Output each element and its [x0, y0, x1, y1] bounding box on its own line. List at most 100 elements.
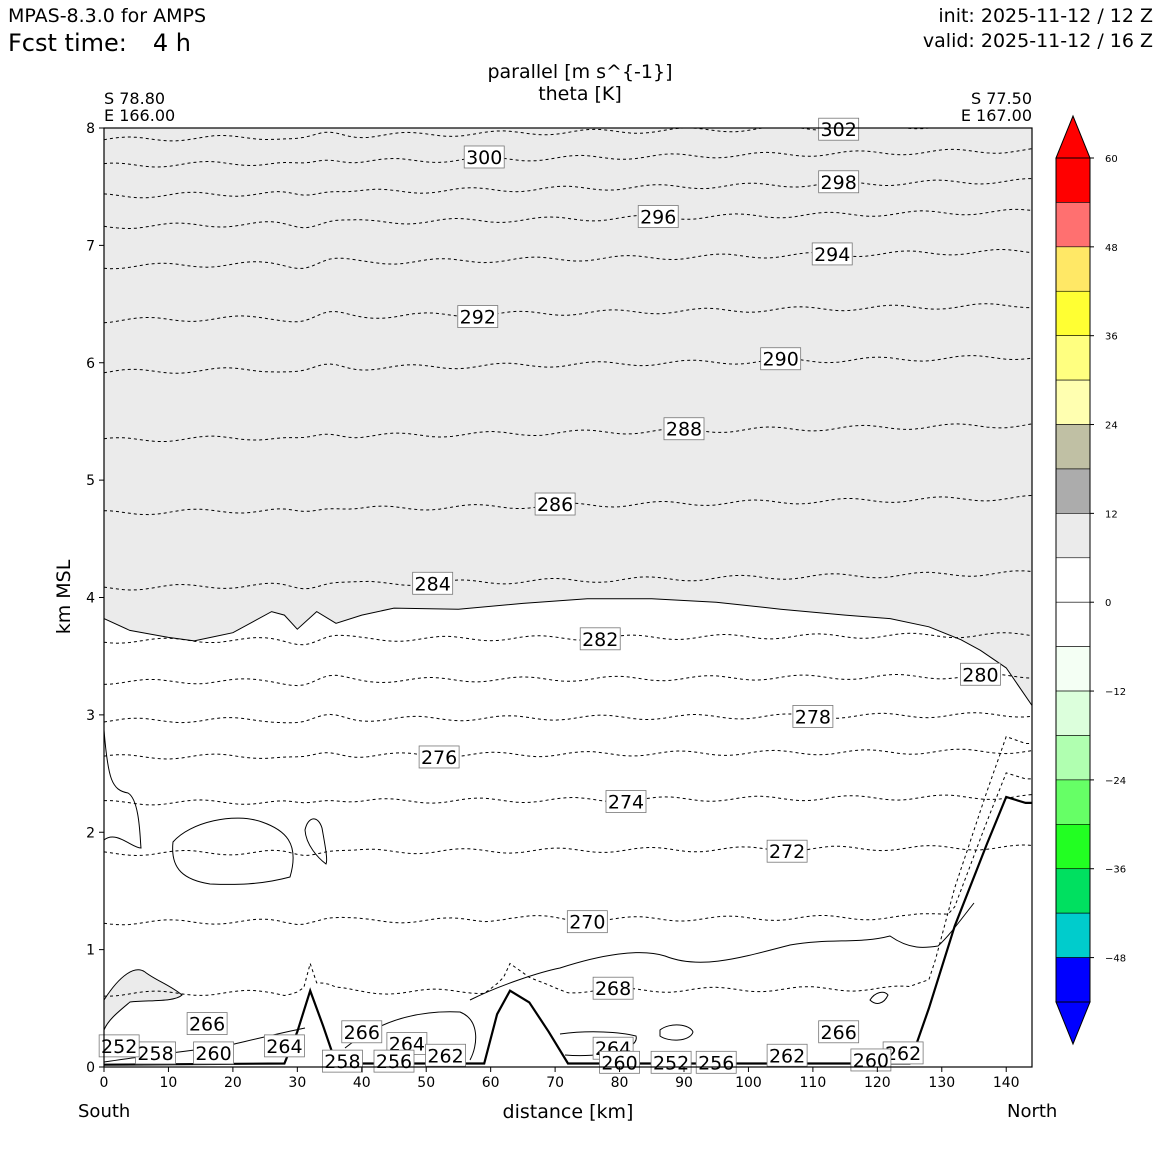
theta-label-278-box	[792, 705, 834, 728]
theta-low-label-14: 256	[376, 1051, 412, 1073]
x-axis-label: distance [km]	[503, 1101, 634, 1123]
x-tick-label-40: 40	[353, 1075, 371, 1091]
theta-label-272-box	[766, 839, 808, 863]
wind-contour-dip	[869, 991, 889, 1004]
theta-low-label-11-box	[850, 1048, 892, 1072]
theta-label-296: 296	[640, 206, 676, 228]
colorbar-tick-label-1: 48	[1105, 243, 1118, 254]
colorbar-tick-label-2: 36	[1105, 332, 1118, 343]
colorbar-segment-13	[1055, 735, 1091, 781]
colorbar-frame	[1055, 157, 1091, 1003]
theta-label-298-box	[818, 170, 860, 194]
theta-low-label-15: 256	[698, 1052, 734, 1074]
north-label: North	[1007, 1101, 1058, 1122]
colorbar-segment-15	[1055, 824, 1091, 870]
theta-low-label-16: 252	[653, 1052, 689, 1074]
colorbar-tick-label-6: −12	[1105, 687, 1126, 698]
colorbar-over-arrow	[1055, 114, 1091, 159]
theta-label-282: 282	[582, 629, 618, 651]
theta-label-270: 270	[569, 912, 605, 934]
theta-contour-282	[104, 632, 1032, 646]
forecast-time-label: Fcst time:	[8, 29, 127, 57]
theta-contour-268	[104, 735, 1032, 997]
theta-contour-278	[104, 712, 1032, 724]
theta-low-label-17-box	[98, 1034, 140, 1058]
theta-label-292-box	[457, 305, 499, 328]
theta-label-302: 302	[821, 119, 857, 141]
theta-low-label-0-box	[186, 1012, 228, 1035]
shaded-wind-region	[104, 128, 1032, 706]
colorbar-segment-10	[1055, 601, 1091, 647]
theta-low-label-9-box	[193, 1041, 234, 1065]
theta-contour-292	[104, 303, 1032, 324]
theta-label-294: 294	[814, 244, 850, 266]
colorbar-tick-label-7: −24	[1105, 776, 1126, 787]
wind-contour-upper-terrain	[469, 902, 975, 1001]
theta-label-300: 300	[466, 147, 502, 169]
theta-label-290: 290	[763, 349, 799, 371]
theta-label-288-box	[663, 417, 705, 441]
south-label: South	[78, 1101, 131, 1122]
x-tick-label-50: 50	[417, 1075, 435, 1091]
theta-label-268: 268	[595, 978, 631, 1000]
theta-label-282-box	[579, 627, 621, 651]
y-tick-label-7: 7	[86, 238, 95, 254]
y-tick-label-4: 4	[86, 591, 95, 607]
theta-low-label-8: 262	[885, 1043, 921, 1065]
theta-low-label-10-box	[599, 1050, 640, 1074]
terrain-line	[104, 795, 1032, 1066]
theta-label-294-box	[811, 242, 853, 266]
theta-low-label-3: 264	[266, 1036, 302, 1058]
wind-contour-left-column	[104, 729, 142, 849]
theta-low-label-1-box	[341, 1020, 383, 1044]
theta-low-label-6-box	[425, 1043, 466, 1067]
init-time: init: 2025-11-12 / 12 Z	[938, 5, 1153, 27]
wind-contour-spike	[304, 818, 328, 865]
forecast-time-value: 4 h	[152, 29, 191, 57]
theta-label-298: 298	[821, 172, 857, 194]
x-tick-label-20: 20	[224, 1075, 242, 1091]
colorbar-segment-9	[1055, 557, 1091, 603]
zero-wind-contour	[104, 598, 1032, 706]
theta-contour-294	[104, 248, 1032, 270]
y-tick-label-0: 0	[86, 1060, 95, 1076]
theta-low-label-1: 266	[344, 1022, 380, 1044]
theta-label-274-box	[605, 790, 647, 813]
colorbar-segment-0	[1055, 157, 1091, 203]
y-tick-label-3: 3	[86, 708, 95, 724]
theta-label-284: 284	[415, 573, 451, 595]
x-tick-label-30: 30	[288, 1075, 306, 1091]
theta-low-label-7-box	[766, 1043, 808, 1067]
left-end-longitude: E 166.00	[104, 106, 176, 125]
valid-time: valid: 2025-11-12 / 16 Z	[922, 30, 1153, 52]
colorbar-segment-18	[1055, 957, 1091, 1003]
colorbar-segment-5	[1055, 379, 1091, 425]
theta-label-272: 272	[769, 841, 805, 863]
x-tick-label-140: 140	[993, 1075, 1020, 1091]
x-tick-label-0: 0	[100, 1075, 109, 1091]
theta-low-label-2: 266	[821, 1022, 857, 1044]
x-tick-label-130: 130	[928, 1075, 955, 1091]
theta-label-268-box	[592, 976, 634, 1000]
theta-label-290-box	[760, 347, 802, 371]
colorbar-tick-label-3: 24	[1105, 421, 1118, 432]
colorbar-segment-11	[1055, 646, 1091, 692]
y-tick-label-1: 1	[86, 943, 95, 959]
theta-label-276: 276	[421, 747, 457, 769]
near-surface-wind-patch	[104, 969, 183, 1031]
y-axis-label: km MSL	[53, 559, 75, 634]
model-title: MPAS-8.3.0 for AMPS	[8, 5, 207, 27]
theta-label-280-box	[960, 662, 1001, 686]
theta-low-label-3-box	[264, 1034, 305, 1058]
theta-label-278: 278	[795, 706, 831, 728]
colorbar-segment-3	[1055, 290, 1091, 336]
colorbar-under-arrow	[1055, 1001, 1091, 1046]
theta-label-276-box	[418, 745, 460, 769]
colorbar-tick-label-8: −36	[1105, 865, 1126, 876]
theta-low-label-17: 252	[101, 1036, 137, 1058]
colorbar-segment-2	[1055, 246, 1091, 292]
theta-low-label-13: 258	[324, 1051, 360, 1073]
theta-low-label-7: 262	[769, 1045, 805, 1067]
colorbar-segment-12	[1055, 690, 1091, 736]
wind-contour-oval	[659, 1024, 694, 1041]
